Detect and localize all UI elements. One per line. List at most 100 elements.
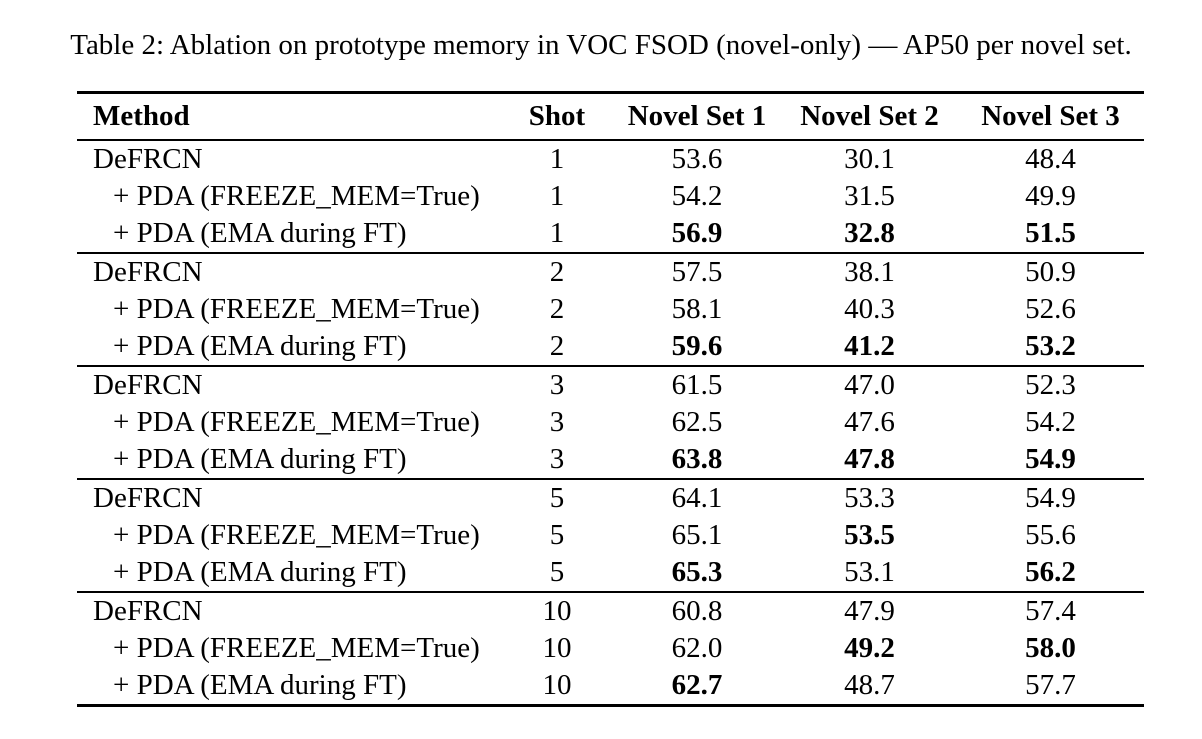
shot-group-1: DeFRCN 1 53.6 30.1 48.4 + PDA (FREEZE_MEM=Tru… [77,140,1144,253]
shot-group-10: DeFRCN 10 60.8 47.9 57.4 + PDA (FREEZE_MEM=Tr… [77,591,1144,706]
table-row: DeFRCN 5 64.1 53.3 54.9 [77,478,1144,517]
method-cell: + PDA (EMA during FT) [113,669,407,701]
ap50-cell-novel-set-1: 62.5 [671,406,723,438]
shot-cell: 5 [549,519,565,551]
ap50-cell-novel-set-1: 59.6 [671,330,723,362]
method-cell: + PDA (FREEZE_MEM=True) [113,406,480,438]
method-cell: + PDA (FREEZE_MEM=True) [113,632,480,664]
ap50-cell-novel-set-3: 57.7 [1025,669,1076,701]
ap50-cell-novel-set-3: 55.6 [1025,519,1076,551]
ap50-cell-novel-set-2: 41.2 [844,330,895,362]
table-row: DeFRCN 2 57.5 38.1 50.9 [77,252,1144,291]
ap50-cell-novel-set-3: 53.2 [1025,330,1076,362]
ap50-cell-novel-set-2: 32.8 [844,217,895,249]
ap50-cell-novel-set-1: 58.1 [671,293,723,325]
ap50-cell-novel-set-3: 52.3 [957,365,1144,404]
ap50-cell-novel-set-1: 65.3 [671,556,723,588]
ap50-cell-novel-set-1: 56.9 [671,217,723,249]
method-cell: DeFRCN [77,365,502,404]
ap50-cell-novel-set-3: 52.6 [1025,293,1076,325]
ap50-cell-novel-set-3: 56.2 [1025,556,1076,588]
method-cell: + PDA (EMA during FT) [113,217,407,249]
ap50-cell-novel-set-1: 65.1 [671,519,723,551]
ap50-cell-novel-set-1: 61.5 [612,365,782,404]
shot-cell: 5 [502,478,612,517]
ap50-cell-novel-set-1: 62.0 [671,632,723,664]
table-row: + PDA (FREEZE_MEM=True) 3 62.5 47.6 54.2 [77,404,1144,441]
column-header-novel-set-2: Novel Set 2 [782,92,957,141]
ap50-cell-novel-set-3: 51.5 [1025,217,1076,249]
method-cell: + PDA (FREEZE_MEM=True) [113,519,480,551]
ap50-cell-novel-set-2: 40.3 [844,293,895,325]
column-header-novel-set-3: Novel Set 3 [957,92,1144,141]
ap50-cell-novel-set-1: 54.2 [671,180,723,212]
table-row: + PDA (FREEZE_MEM=True) 1 54.2 31.5 49.9 [77,178,1144,215]
table-row: + PDA (EMA during FT) 1 56.9 32.8 51.5 [77,215,1144,253]
shot-cell: 3 [549,443,565,475]
method-cell: DeFRCN [93,143,203,175]
ap50-cell-novel-set-2: 47.8 [844,443,895,475]
ap50-cell-novel-set-1: 53.6 [671,143,723,175]
table-row: + PDA (EMA during FT) 2 59.6 41.2 53.2 [77,328,1144,366]
ap50-cell-novel-set-2: 31.5 [844,180,895,212]
shot-cell: 5 [549,556,565,588]
ap50-cell-novel-set-2: 47.0 [782,365,957,404]
table-row: + PDA (EMA during FT) 5 65.3 53.1 56.2 [77,554,1144,592]
ap50-cell-novel-set-3: 54.2 [1025,406,1076,438]
ap50-cell-novel-set-1: 60.8 [612,591,782,630]
table-row: + PDA (EMA during FT) 10 62.7 48.7 57.7 [77,667,1144,706]
shot-cell: 3 [502,365,612,404]
shot-cell: 2 [549,293,565,325]
ap50-cell-novel-set-3: 49.9 [1025,180,1076,212]
table-row: + PDA (FREEZE_MEM=True) 5 65.1 53.5 55.6 [77,517,1144,554]
shot-cell: 1 [549,143,565,175]
table-row: DeFRCN 1 53.6 30.1 48.4 [77,140,1144,178]
ap50-cell-novel-set-3: 54.9 [1025,443,1076,475]
shot-group-2: DeFRCN 2 57.5 38.1 50.9 + PDA (FREEZE_MEM=Tru… [77,252,1144,366]
ap50-cell-novel-set-2: 47.9 [782,591,957,630]
method-cell: DeFRCN [77,478,502,517]
column-header-novel-set-1: Novel Set 1 [612,92,782,141]
ap50-cell-novel-set-2: 53.5 [844,519,895,551]
method-cell: + PDA (FREEZE_MEM=True) [113,180,480,212]
method-cell: + PDA (EMA during FT) [113,556,407,588]
table-row: + PDA (EMA during FT) 3 63.8 47.8 54.9 [77,441,1144,479]
table-caption: Table 2: Ablation on prototype memory in… [70,29,1132,61]
method-cell: + PDA (FREEZE_MEM=True) [113,293,480,325]
results-table: Method Shot Novel Set 1 Novel Set 2 Nove… [77,91,1144,707]
shot-cell: 3 [549,406,565,438]
ap50-cell-novel-set-3: 54.9 [957,478,1144,517]
ap50-cell-novel-set-2: 30.1 [844,143,895,175]
method-cell: + PDA (EMA during FT) [113,330,407,362]
method-cell: + PDA (EMA during FT) [113,443,407,475]
ap50-cell-novel-set-2: 53.1 [844,556,895,588]
ap50-cell-novel-set-2: 47.6 [844,406,895,438]
ap50-cell-novel-set-2: 48.7 [844,669,895,701]
shot-group-3: DeFRCN 3 61.5 47.0 52.3 + PDA (FREEZE_MEM=Tru… [77,365,1144,479]
shot-cell: 2 [502,252,612,291]
table-row: DeFRCN 10 60.8 47.9 57.4 [77,591,1144,630]
ap50-cell-novel-set-2: 53.3 [782,478,957,517]
table-row: DeFRCN 3 61.5 47.0 52.3 [77,365,1144,404]
shot-cell: 10 [542,669,572,701]
table-row: + PDA (FREEZE_MEM=True) 2 58.1 40.3 52.6 [77,291,1144,328]
shot-cell: 10 [542,632,572,664]
method-cell: DeFRCN [77,591,502,630]
ap50-cell-novel-set-1: 62.7 [671,669,723,701]
shot-cell: 2 [549,330,565,362]
ap50-cell-novel-set-3: 50.9 [957,252,1144,291]
header-row: Method Shot Novel Set 1 Novel Set 2 Nove… [77,92,1144,141]
shot-cell: 1 [549,180,565,212]
ap50-cell-novel-set-3: 48.4 [1025,143,1076,175]
column-header-method: Method [77,92,502,141]
ap50-cell-novel-set-3: 58.0 [1025,632,1076,664]
ap50-cell-novel-set-1: 64.1 [612,478,782,517]
ap50-cell-novel-set-1: 57.5 [612,252,782,291]
column-header-shot: Shot [502,92,612,141]
ap50-cell-novel-set-3: 57.4 [957,591,1144,630]
shot-cell: 10 [502,591,612,630]
ap50-cell-novel-set-1: 63.8 [671,443,723,475]
shot-group-5: DeFRCN 5 64.1 53.3 54.9 + PDA (FREEZE_MEM=Tru… [77,478,1144,592]
ap50-cell-novel-set-2: 49.2 [844,632,895,664]
